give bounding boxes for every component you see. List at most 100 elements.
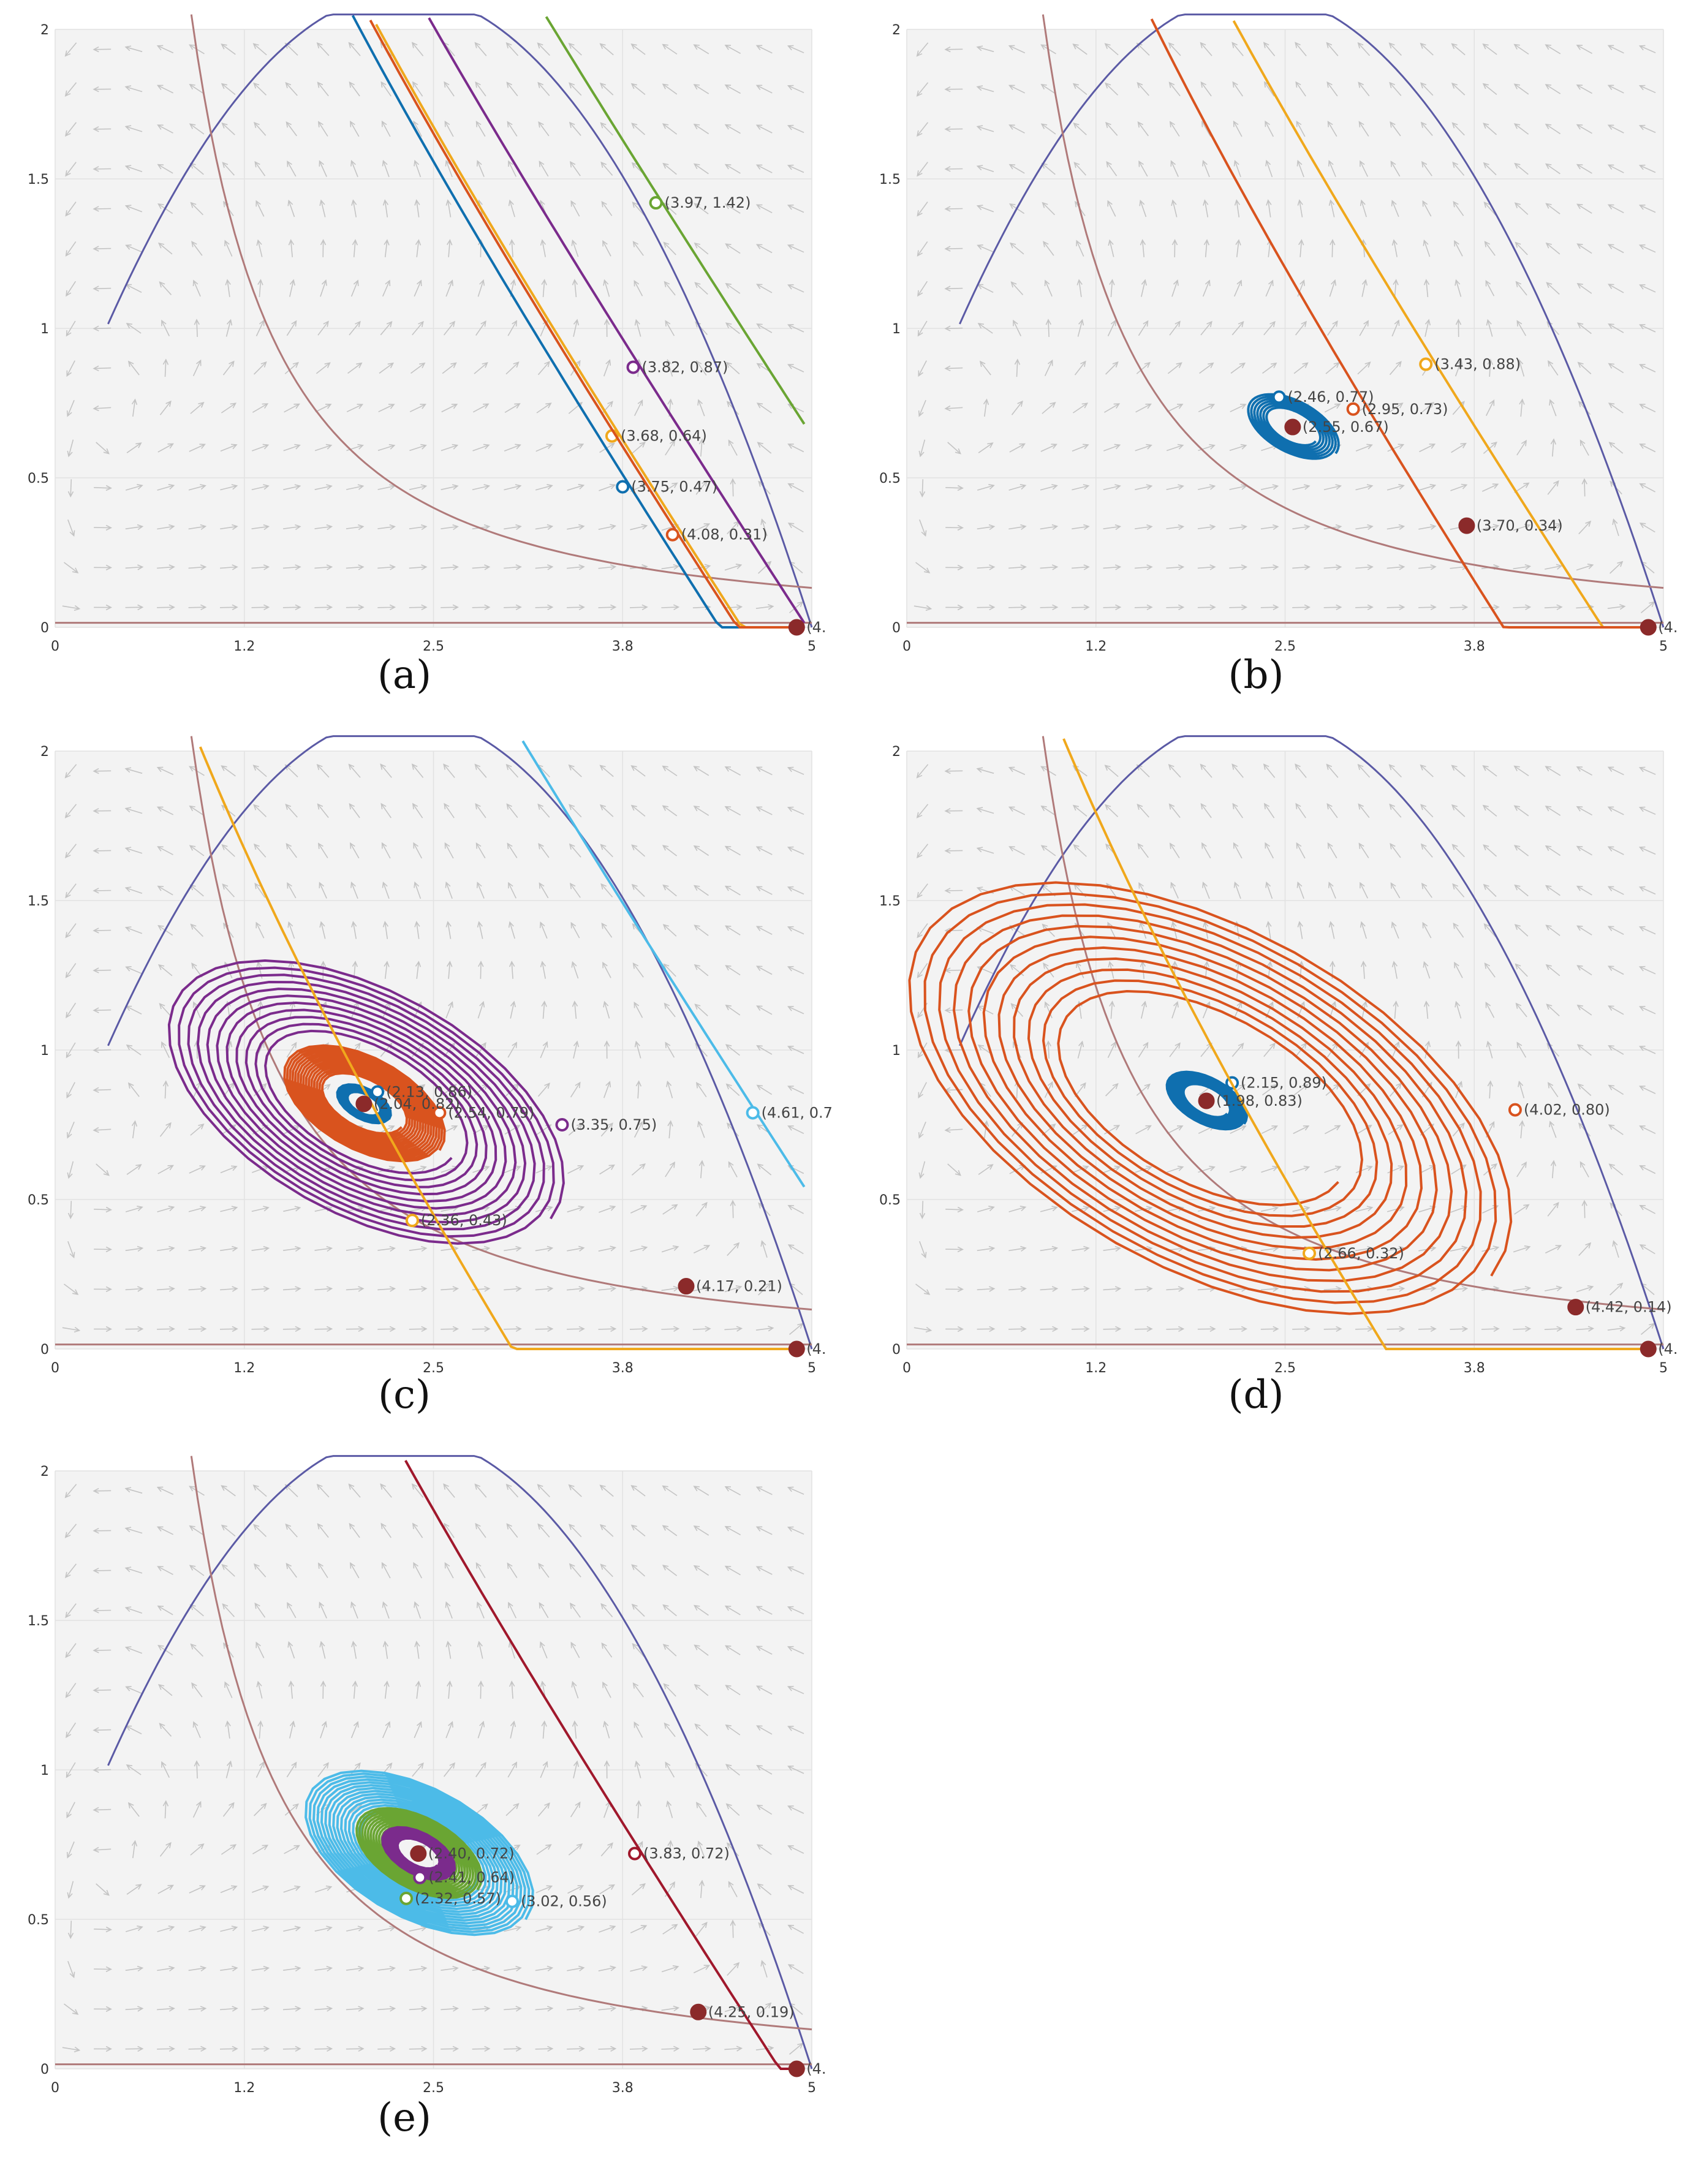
initial-point-dark-red	[628, 1846, 642, 1861]
x-tick-label: 2.5	[1274, 1361, 1296, 1376]
field-arrow	[724, 1645, 741, 1655]
field-arrow	[979, 360, 991, 376]
field-arrow	[346, 404, 364, 412]
field-arrow	[1418, 483, 1437, 491]
field-arrow	[252, 43, 267, 56]
field-arrow	[1292, 1326, 1311, 1332]
field-arrow	[253, 804, 267, 817]
field-arrow	[320, 1680, 327, 1699]
field-arrow	[693, 523, 711, 532]
field-arrow	[1260, 1286, 1279, 1292]
field-arrow	[192, 1001, 201, 1019]
field-arrow	[944, 848, 963, 854]
trajectory-blue	[351, 15, 804, 629]
field-arrow	[350, 279, 359, 297]
field-arrow	[1042, 202, 1055, 216]
field-arrow	[1137, 803, 1149, 818]
field-arrow	[1134, 604, 1153, 611]
field-arrow	[64, 42, 77, 57]
field-arrow	[535, 604, 554, 611]
field-arrow	[662, 805, 678, 817]
field-arrow	[944, 246, 963, 252]
field-arrow	[189, 845, 205, 856]
field-arrow	[504, 1965, 522, 1972]
field-arrow	[252, 444, 270, 452]
field-arrow	[1576, 322, 1592, 334]
field-arrow	[1550, 1160, 1557, 1179]
field-arrow	[190, 923, 203, 937]
field-arrow	[349, 320, 361, 336]
field-arrow	[1387, 444, 1405, 452]
initial-point-purple	[413, 1870, 427, 1884]
field-arrow	[919, 1241, 927, 1259]
field-arrow	[1328, 199, 1335, 217]
field-arrow	[1549, 1120, 1557, 1138]
equilibrium-point	[1284, 418, 1301, 436]
field-arrow	[157, 604, 175, 611]
field-arrow	[1008, 1326, 1027, 1332]
field-arrow	[377, 2046, 396, 2052]
field-arrow	[255, 1641, 265, 1658]
field-arrow	[94, 604, 112, 611]
field-arrow	[256, 239, 263, 257]
field-arrow	[599, 1925, 616, 1933]
field-arrow	[254, 1602, 266, 1618]
y-tick-label: 0	[40, 621, 49, 636]
field-arrow	[1040, 604, 1059, 611]
field-arrow	[944, 86, 963, 93]
field-arrow	[630, 83, 646, 96]
field-arrow	[1231, 763, 1244, 778]
field-arrow	[1423, 1000, 1430, 1019]
field-arrow	[504, 2006, 522, 2012]
x-tick-label: 3.8	[612, 1361, 634, 1376]
field-arrow	[1134, 1326, 1153, 1332]
field-arrow	[67, 1921, 74, 1940]
x-tick-label: 0	[51, 639, 59, 654]
field-arrow	[600, 161, 613, 176]
field-arrow	[787, 1125, 804, 1135]
field-arrow	[601, 922, 613, 938]
field-arrow	[510, 1720, 516, 1739]
field-arrow	[254, 121, 267, 136]
field-arrow	[1581, 1200, 1587, 1219]
field-arrow	[698, 438, 705, 457]
field-arrow	[1516, 1041, 1527, 1058]
field-arrow	[1042, 401, 1056, 414]
field-arrow	[977, 524, 996, 531]
field-arrow	[1203, 239, 1210, 257]
field-arrow	[251, 484, 270, 491]
field-arrow	[282, 524, 301, 531]
field-arrow	[445, 159, 453, 178]
field-arrow	[350, 882, 358, 899]
field-arrow	[725, 243, 741, 254]
field-arrow	[1607, 1326, 1626, 1332]
field-arrow	[1103, 484, 1121, 491]
field-arrow	[346, 1286, 365, 1292]
equilibrium-label: (4.42, 0.14)	[1586, 1299, 1672, 1316]
field-arrow	[444, 81, 455, 97]
field-arrow	[67, 1881, 74, 1899]
field-arrow	[601, 1642, 613, 1658]
field-arrow	[253, 1524, 267, 1537]
field-arrow	[600, 883, 613, 897]
field-arrow	[1638, 324, 1656, 333]
trajectory-light-blue	[305, 1769, 534, 1937]
field-arrow	[539, 1602, 549, 1619]
field-arrow	[629, 604, 648, 611]
field-arrow	[1390, 882, 1401, 899]
field-arrow	[694, 1683, 709, 1696]
field-arrow	[631, 123, 646, 135]
field-arrow	[93, 1687, 112, 1693]
field-arrow	[662, 1604, 677, 1617]
field-arrow	[255, 200, 265, 217]
field-arrow	[222, 1802, 235, 1817]
field-arrow	[161, 1041, 170, 1058]
field-arrow	[755, 604, 774, 610]
field-arrow	[441, 524, 459, 531]
field-arrow	[662, 884, 677, 897]
field-arrow	[64, 804, 77, 818]
field-arrow	[157, 2046, 175, 2052]
field-arrow	[787, 85, 804, 94]
field-arrow	[1483, 441, 1497, 454]
field-arrow	[1547, 1082, 1559, 1098]
